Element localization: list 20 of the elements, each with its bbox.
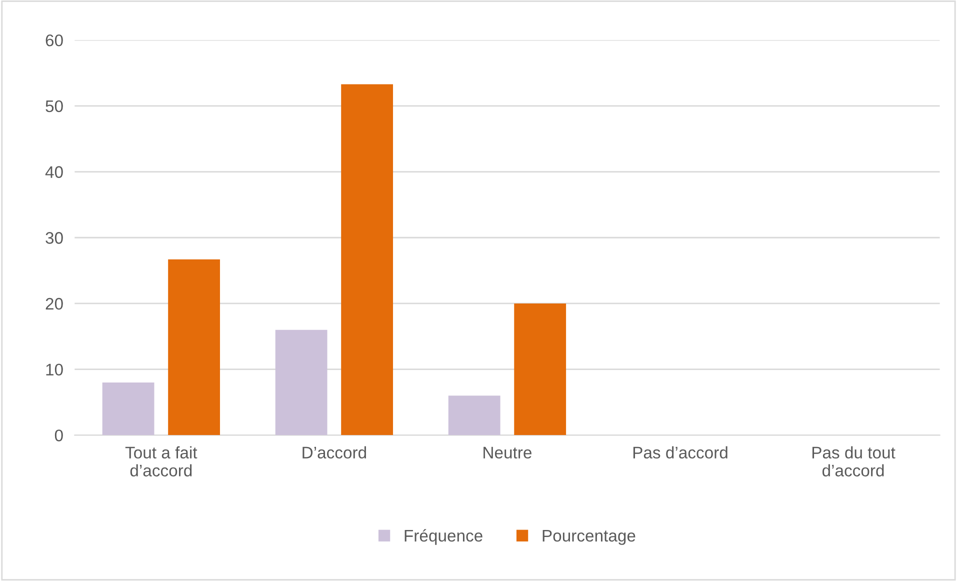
y-tick-label: 20 (46, 298, 63, 310)
bar (448, 396, 500, 436)
bar (341, 84, 394, 436)
x-tick-label: Neutre (484, 446, 532, 459)
x-tick-label: Pas du tout d’accord (812, 446, 896, 476)
bar (275, 330, 328, 436)
x-tick-label: Pas d’accord (633, 446, 728, 459)
y-tick-label: 60 (46, 34, 63, 46)
y-tick-label: 40 (45, 166, 63, 178)
x-tick-label: Tout a fait d’accord (125, 446, 198, 476)
y-tick-label: 50 (46, 100, 63, 112)
x-tick-label: D’accord (302, 446, 366, 459)
bar (102, 382, 154, 436)
y-tick-label: 10 (46, 364, 63, 376)
y-tick-label: 0 (54, 430, 63, 442)
legend-label: Pourcentage (542, 530, 636, 545)
legend-label: Fréquence (404, 529, 482, 545)
y-tick-label: 30 (46, 232, 63, 244)
bar (514, 303, 566, 436)
bar (168, 259, 220, 436)
